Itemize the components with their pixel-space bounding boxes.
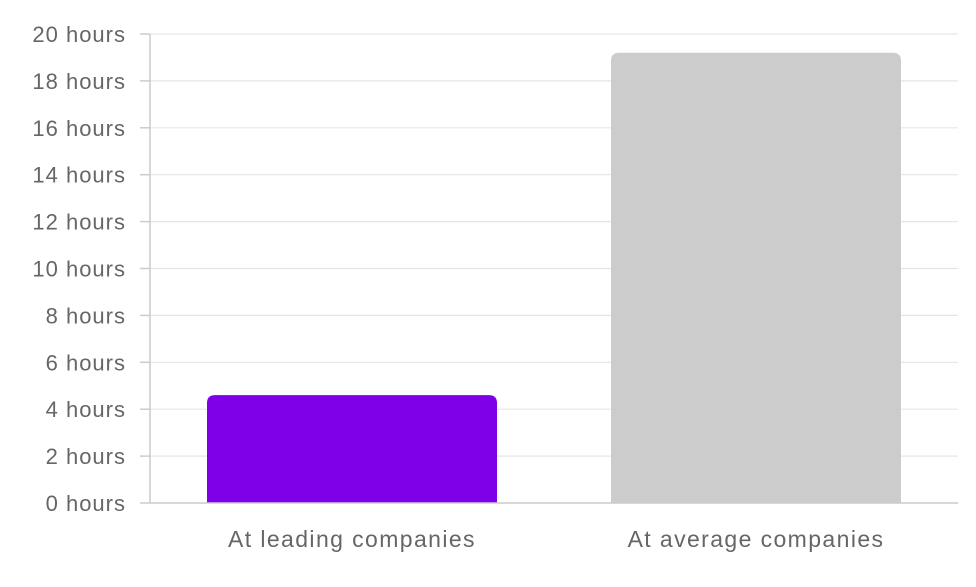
y-axis-tick-labels: 0 hours 2 hours 4 hours 6 hours 8 hours 10 ho… — [32, 22, 126, 516]
y-tick-label: 16 hours — [32, 116, 126, 141]
bars — [207, 52, 901, 503]
x-category-label: At leading companies — [228, 526, 476, 552]
y-tick-label: 8 hours — [46, 303, 126, 328]
y-tick-label: 20 hours — [32, 22, 126, 47]
y-tick-label: 12 hours — [32, 210, 126, 235]
x-category-label: At average companies — [628, 526, 885, 552]
y-tick-label: 18 hours — [32, 69, 126, 94]
y-tick-label: 2 hours — [46, 444, 126, 469]
y-tick-label: 14 hours — [32, 163, 126, 188]
bar-at-average-companies — [611, 52, 901, 503]
y-tick-label: 6 hours — [46, 350, 126, 375]
x-axis-category-labels: At leading companies At average companies — [228, 526, 885, 552]
axes — [140, 33, 958, 504]
y-tick-label: 10 hours — [32, 257, 126, 282]
y-tick-label: 4 hours — [46, 397, 126, 422]
y-tick-label: 0 hours — [46, 491, 126, 516]
bar-at-leading-companies — [207, 395, 497, 503]
